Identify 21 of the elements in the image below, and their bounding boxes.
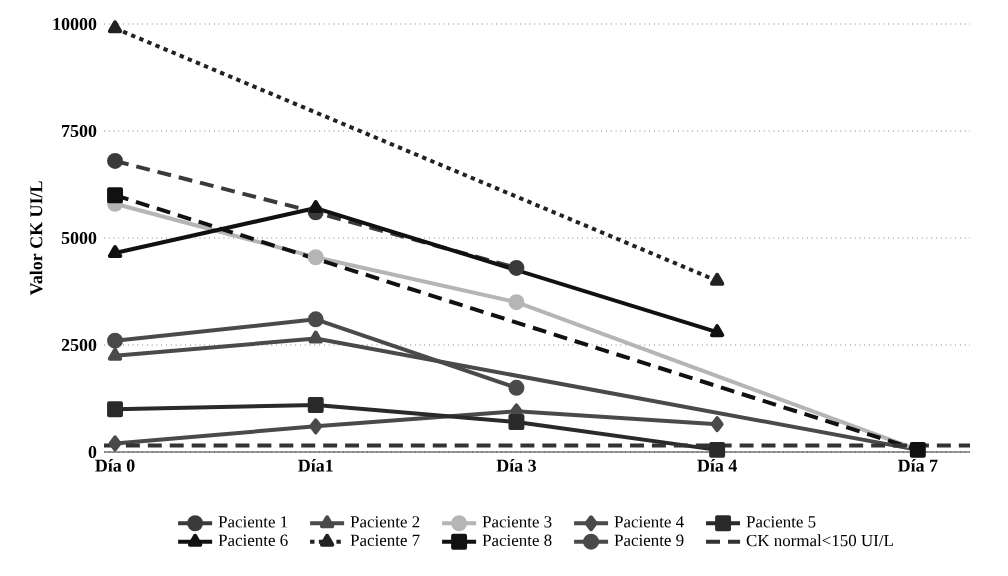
x-tick-label: Día 0 — [95, 459, 135, 472]
y-tick-label: 10000 — [53, 17, 97, 31]
legend-label: Paciente 7 — [350, 534, 420, 546]
legend-label: Paciente 5 — [746, 516, 816, 528]
legend-label: Paciente 4 — [614, 516, 684, 528]
x-tick-label: Día1 — [298, 459, 333, 472]
legend-label: Paciente 2 — [350, 516, 420, 528]
legend-label: Paciente 8 — [482, 534, 552, 547]
y-tick-label: 0 — [88, 445, 97, 459]
legend-label: Paciente 1 — [218, 516, 288, 528]
legend-label: Paciente 9 — [614, 534, 684, 546]
legend-label: Paciente 6 — [218, 534, 288, 546]
y-tick-label: 5000 — [61, 231, 97, 245]
x-tick-label: Día 3 — [496, 459, 536, 472]
legend-label: Paciente 3 — [482, 516, 552, 528]
y-axis-title: Valor CK UI/L — [29, 181, 43, 296]
y-tick-label: 2500 — [61, 338, 97, 352]
x-tick-label: Día 7 — [897, 459, 938, 472]
y-tick-label: 7500 — [62, 124, 97, 138]
legend-label: CK normal<150 UI/L — [746, 534, 893, 547]
x-tick-label: Día 4 — [697, 459, 737, 472]
